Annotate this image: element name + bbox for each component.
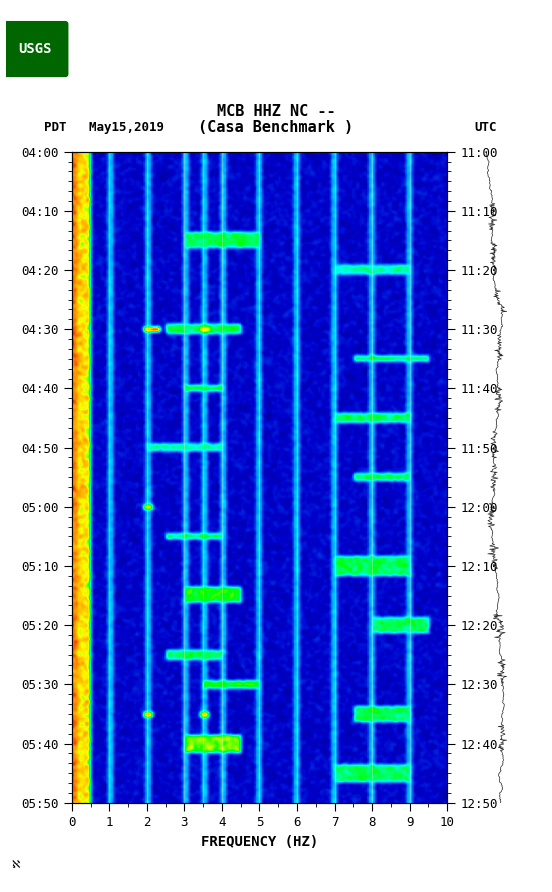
Text: $\aleph$: $\aleph$	[11, 857, 21, 870]
Text: UTC: UTC	[475, 121, 497, 134]
Text: MCB HHZ NC --: MCB HHZ NC --	[217, 104, 335, 119]
Text: (Casa Benchmark ): (Casa Benchmark )	[198, 120, 354, 135]
Text: USGS: USGS	[19, 42, 52, 56]
Text: PDT   May15,2019: PDT May15,2019	[44, 121, 164, 134]
X-axis label: FREQUENCY (HZ): FREQUENCY (HZ)	[201, 835, 318, 848]
FancyBboxPatch shape	[2, 21, 68, 78]
